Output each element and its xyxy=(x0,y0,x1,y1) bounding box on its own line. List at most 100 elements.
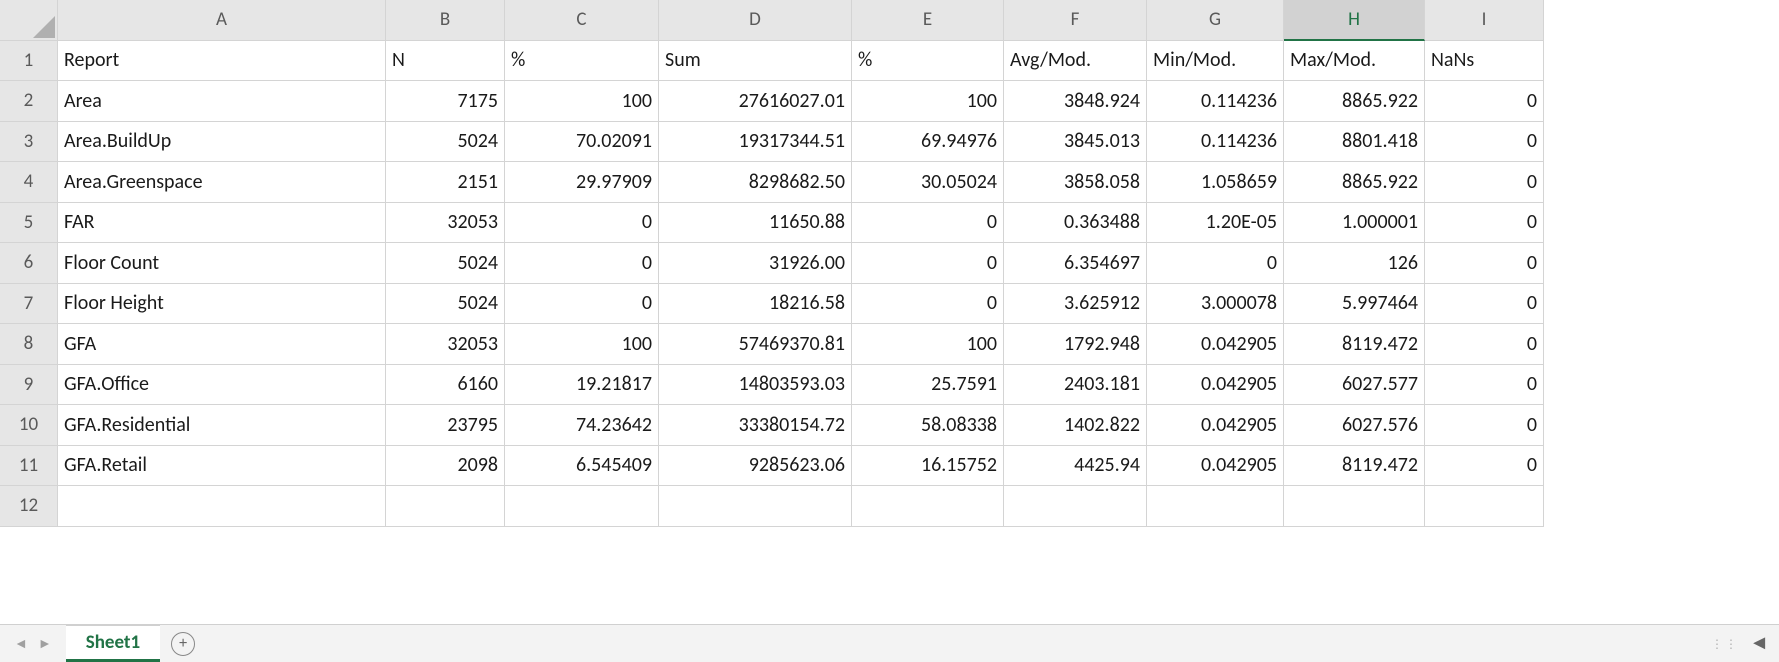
column-header-G[interactable]: G xyxy=(1147,0,1284,41)
tab-nav-arrows[interactable]: ◄ ► xyxy=(0,625,66,662)
horizontal-scroll-left-icon[interactable]: ◄ xyxy=(1729,624,1779,662)
cell-I4[interactable]: 0 xyxy=(1425,162,1544,203)
cell-D12[interactable] xyxy=(659,486,852,527)
cell-D2[interactable]: 27616027.01 xyxy=(659,81,852,122)
cell-I3[interactable]: 0 xyxy=(1425,122,1544,163)
cell-F1[interactable]: Avg/Mod. xyxy=(1004,41,1147,82)
cell-G11[interactable]: 0.042905 xyxy=(1147,446,1284,487)
cell-H11[interactable]: 8119.472 xyxy=(1284,446,1425,487)
cell-C11[interactable]: 6.545409 xyxy=(505,446,659,487)
cell-F3[interactable]: 3845.013 xyxy=(1004,122,1147,163)
cell-C3[interactable]: 70.02091 xyxy=(505,122,659,163)
cell-I8[interactable]: 0 xyxy=(1425,324,1544,365)
cell-E9[interactable]: 25.7591 xyxy=(852,365,1004,406)
cell-C4[interactable]: 29.97909 xyxy=(505,162,659,203)
row-header-11[interactable]: 11 xyxy=(0,446,58,487)
column-header-F[interactable]: F xyxy=(1004,0,1147,41)
column-header-C[interactable]: C xyxy=(505,0,659,41)
row-header-2[interactable]: 2 xyxy=(0,81,58,122)
cell-B7[interactable]: 5024 xyxy=(386,284,505,325)
cell-B4[interactable]: 2151 xyxy=(386,162,505,203)
cell-D11[interactable]: 9285623.06 xyxy=(659,446,852,487)
cell-G10[interactable]: 0.042905 xyxy=(1147,405,1284,446)
cell-B9[interactable]: 6160 xyxy=(386,365,505,406)
cell-C10[interactable]: 74.23642 xyxy=(505,405,659,446)
sheet-tab-active[interactable]: Sheet1 xyxy=(66,625,160,662)
cell-B2[interactable]: 7175 xyxy=(386,81,505,122)
cell-A12[interactable] xyxy=(58,486,386,527)
cell-G8[interactable]: 0.042905 xyxy=(1147,324,1284,365)
select-all-corner[interactable] xyxy=(0,0,58,41)
row-header-10[interactable]: 10 xyxy=(0,405,58,446)
cell-E8[interactable]: 100 xyxy=(852,324,1004,365)
column-header-H[interactable]: H xyxy=(1284,0,1425,41)
cell-E4[interactable]: 30.05024 xyxy=(852,162,1004,203)
cell-H1[interactable]: Max/Mod. xyxy=(1284,41,1425,82)
cell-D4[interactable]: 8298682.50 xyxy=(659,162,852,203)
cell-G1[interactable]: Min/Mod. xyxy=(1147,41,1284,82)
cell-A5[interactable]: FAR xyxy=(58,203,386,244)
cell-I5[interactable]: 0 xyxy=(1425,203,1544,244)
cell-G9[interactable]: 0.042905 xyxy=(1147,365,1284,406)
cell-E11[interactable]: 16.15752 xyxy=(852,446,1004,487)
cell-B12[interactable] xyxy=(386,486,505,527)
cell-G12[interactable] xyxy=(1147,486,1284,527)
cell-E1[interactable]: % xyxy=(852,41,1004,82)
cell-H3[interactable]: 8801.418 xyxy=(1284,122,1425,163)
row-header-3[interactable]: 3 xyxy=(0,122,58,163)
cell-H2[interactable]: 8865.922 xyxy=(1284,81,1425,122)
cell-I7[interactable]: 0 xyxy=(1425,284,1544,325)
cell-I11[interactable]: 0 xyxy=(1425,446,1544,487)
cell-E12[interactable] xyxy=(852,486,1004,527)
cell-F5[interactable]: 0.363488 xyxy=(1004,203,1147,244)
cell-F12[interactable] xyxy=(1004,486,1147,527)
cell-A11[interactable]: GFA.Retail xyxy=(58,446,386,487)
cell-D7[interactable]: 18216.58 xyxy=(659,284,852,325)
cell-B11[interactable]: 2098 xyxy=(386,446,505,487)
cell-E3[interactable]: 69.94976 xyxy=(852,122,1004,163)
cell-B3[interactable]: 5024 xyxy=(386,122,505,163)
cell-F8[interactable]: 1792.948 xyxy=(1004,324,1147,365)
cell-D1[interactable]: Sum xyxy=(659,41,852,82)
row-header-7[interactable]: 7 xyxy=(0,284,58,325)
cell-B6[interactable]: 5024 xyxy=(386,243,505,284)
cell-B5[interactable]: 32053 xyxy=(386,203,505,244)
tab-next-icon[interactable]: ► xyxy=(38,635,52,652)
cell-H6[interactable]: 126 xyxy=(1284,243,1425,284)
cell-A1[interactable]: Report xyxy=(58,41,386,82)
cell-B8[interactable]: 32053 xyxy=(386,324,505,365)
cell-I6[interactable]: 0 xyxy=(1425,243,1544,284)
cell-E6[interactable]: 0 xyxy=(852,243,1004,284)
cell-H12[interactable] xyxy=(1284,486,1425,527)
cell-H4[interactable]: 8865.922 xyxy=(1284,162,1425,203)
cell-B10[interactable]: 23795 xyxy=(386,405,505,446)
spreadsheet-grid[interactable]: ABCDEFGHI1ReportN%Sum%Avg/Mod.Min/Mod.Ma… xyxy=(0,0,1544,527)
cell-G3[interactable]: 0.114236 xyxy=(1147,122,1284,163)
cell-F6[interactable]: 6.354697 xyxy=(1004,243,1147,284)
cell-E5[interactable]: 0 xyxy=(852,203,1004,244)
cell-A2[interactable]: Area xyxy=(58,81,386,122)
row-header-9[interactable]: 9 xyxy=(0,365,58,406)
add-sheet-button[interactable]: + xyxy=(160,625,206,662)
cell-A7[interactable]: Floor Height xyxy=(58,284,386,325)
cell-D9[interactable]: 14803593.03 xyxy=(659,365,852,406)
cell-E10[interactable]: 58.08338 xyxy=(852,405,1004,446)
cell-C12[interactable] xyxy=(505,486,659,527)
cell-I10[interactable]: 0 xyxy=(1425,405,1544,446)
cell-H7[interactable]: 5.997464 xyxy=(1284,284,1425,325)
row-header-8[interactable]: 8 xyxy=(0,324,58,365)
cell-H5[interactable]: 1.000001 xyxy=(1284,203,1425,244)
cell-B1[interactable]: N xyxy=(386,41,505,82)
cell-C6[interactable]: 0 xyxy=(505,243,659,284)
cell-C8[interactable]: 100 xyxy=(505,324,659,365)
cell-C5[interactable]: 0 xyxy=(505,203,659,244)
cell-D10[interactable]: 33380154.72 xyxy=(659,405,852,446)
cell-E7[interactable]: 0 xyxy=(852,284,1004,325)
cell-D5[interactable]: 11650.88 xyxy=(659,203,852,244)
cell-F10[interactable]: 1402.822 xyxy=(1004,405,1147,446)
cell-I2[interactable]: 0 xyxy=(1425,81,1544,122)
cell-D8[interactable]: 57469370.81 xyxy=(659,324,852,365)
column-header-I[interactable]: I xyxy=(1425,0,1544,41)
column-header-D[interactable]: D xyxy=(659,0,852,41)
cell-A4[interactable]: Area.Greenspace xyxy=(58,162,386,203)
